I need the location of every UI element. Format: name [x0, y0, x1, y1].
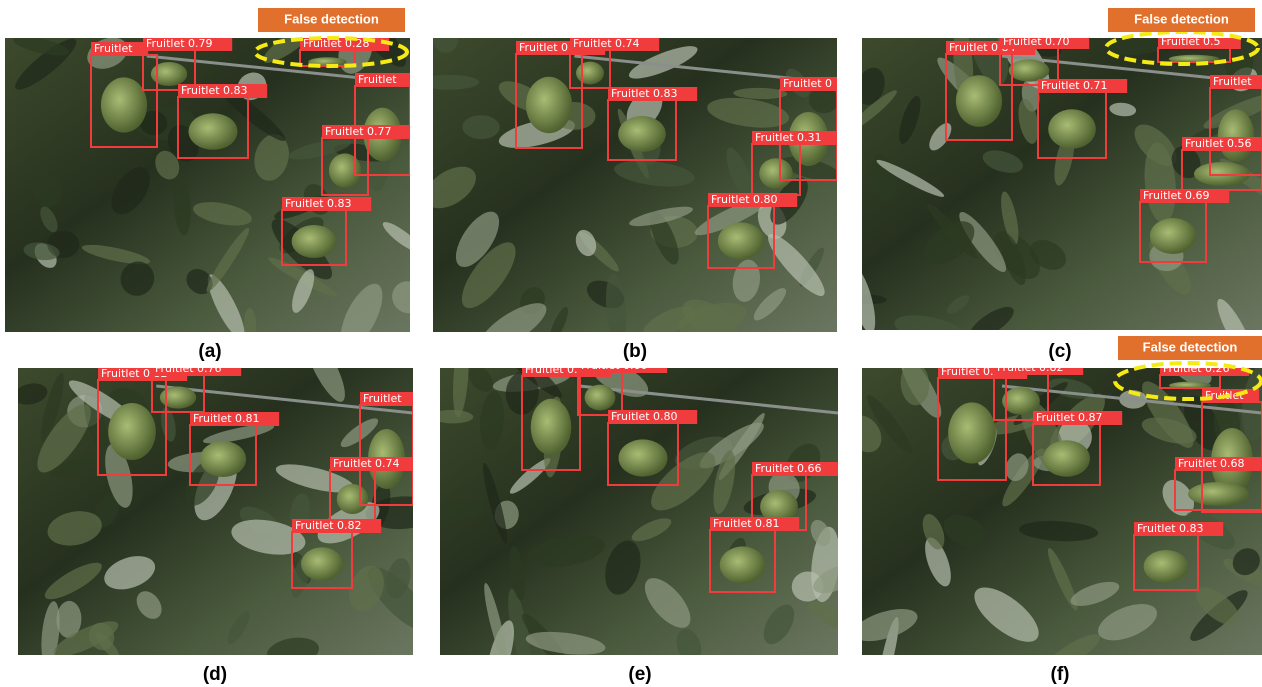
detection-label: Fruitlet 0: [783, 77, 832, 90]
detection-label: Fruitlet: [358, 73, 397, 86]
detection-label: Fruitlet 0.80: [611, 410, 678, 423]
fruitlet: [1188, 482, 1249, 506]
photo: FruitletFruitlet 0.79Fruitlet 0.28Fruitl…: [5, 4, 430, 355]
fruitlet: [720, 546, 766, 583]
caption: (d): [203, 664, 227, 685]
detection-label: Fruitlet: [1213, 75, 1252, 88]
panel: Fruitlet 0.71Fruitlet 0.60Fruitlet 0.80F…: [431, 336, 863, 687]
fruitlet: [101, 77, 147, 132]
fruitlet: [189, 113, 238, 150]
fruitlet: [526, 77, 572, 133]
fruitlet: [1043, 440, 1090, 477]
caption: (f): [1051, 664, 1070, 685]
fruitlet: [301, 547, 343, 581]
detection-label: Fruitlet 0.31: [755, 131, 822, 144]
caption: (c): [1048, 341, 1071, 362]
fruitlet: [585, 385, 616, 411]
detection-label: Fruitlet 0.83: [1137, 522, 1204, 535]
fruitlet: [619, 439, 668, 476]
detection-label: Fruitlet 0.71: [1041, 79, 1108, 92]
detection-label: Fruitlet 0.56: [1185, 137, 1252, 150]
fruitlet: [108, 403, 156, 460]
detection-label: Fruitlet 0.83: [181, 84, 248, 97]
detection-label: Fruitlet 0.77: [325, 125, 392, 138]
detection-label: Fruitlet 0.79: [146, 37, 213, 50]
detection-label: Fruitlet 0.66: [755, 462, 822, 475]
panel: Fruitlet 0.80 Fruitlet 0.74 Fruitlet 0.83 F…: [418, 23, 850, 362]
detection-label: Fruitlet 0.81: [193, 412, 260, 425]
detection-label: Fruitlet 0.74: [333, 457, 400, 470]
fruitlet: [337, 484, 369, 514]
false-detection-text: False detection: [1143, 339, 1238, 354]
fruitlet: [718, 222, 764, 259]
detection-label: Fruitlet 0.5: [1161, 35, 1221, 48]
detection-label: Fruitlet 0.81: [713, 517, 780, 530]
caption: (e): [628, 664, 651, 685]
detection-label: Fruitlet: [94, 42, 133, 55]
fruitlet: [1144, 550, 1189, 583]
leaf: [420, 75, 479, 90]
photo: Fruitlet 0.84Fruitlet 0.70Fruitlet 0.5Fr…: [842, 7, 1262, 364]
fruitlet: [618, 116, 666, 152]
fruitlet: [1150, 218, 1196, 254]
fruitlet: [948, 402, 996, 463]
detection-label: Fruitlet 0.83: [611, 87, 678, 100]
detection-label: Fruitlet 0.80: [711, 193, 778, 206]
fruitlet: [200, 441, 246, 477]
detection-label: Fruitlet 0.74: [573, 37, 640, 50]
photo: Fruitlet 0.82 Fruitlet 0.76 Fruitlet 0.81 F…: [12, 330, 439, 669]
detection-label: Fruitlet 0.69: [1143, 189, 1210, 202]
photo: Fruitlet 0.80 Fruitlet 0.74 Fruitlet 0.83 F…: [418, 23, 850, 358]
fruitlet: [1048, 109, 1096, 149]
fruitlet: [329, 153, 361, 187]
detection-label: Fruitlet 0.70: [1003, 35, 1070, 48]
fruitlet: [531, 399, 572, 455]
detection-label: Fruitlet 0.87: [1036, 411, 1103, 424]
panel: Fruitlet 0.82 Fruitlet 0.76 Fruitlet 0.81 F…: [12, 330, 439, 685]
fruitlet: [956, 75, 1002, 127]
detection-label: Fruitlet: [363, 392, 402, 405]
detection-label: Fruitlet 0.82: [997, 361, 1064, 374]
fruitlet: [759, 158, 793, 189]
caption: (a): [198, 341, 221, 362]
detection-label: Fruitlet 0.68: [1178, 457, 1245, 470]
detection-label: Fruitlet 0.82: [295, 519, 362, 532]
false-detection-text: False detection: [1134, 11, 1229, 26]
caption: (b): [623, 341, 647, 362]
figure: FruitletFruitlet 0.79Fruitlet 0.28Fruitl…: [0, 0, 1262, 687]
false-detection-text: False detection: [284, 11, 379, 26]
fruitlet: [576, 62, 604, 85]
detection-label: Fruitlet 0.76: [155, 362, 222, 375]
fruitlet: [292, 225, 337, 258]
detection-label: Fruitlet 0.83: [285, 197, 352, 210]
fruitlet: [1218, 109, 1254, 161]
fruitlet: [1002, 387, 1040, 415]
